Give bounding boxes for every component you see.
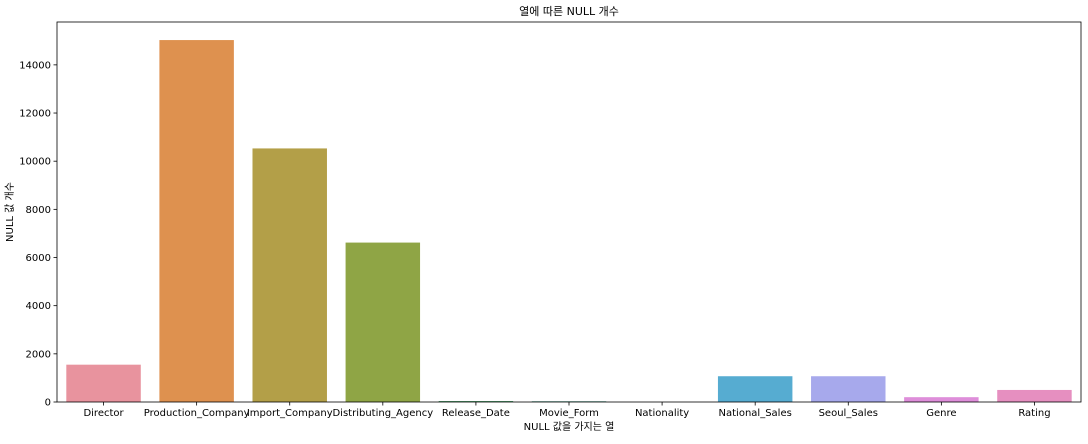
x-tick-label: Seoul_Sales	[819, 408, 878, 419]
bar-import-company	[252, 148, 327, 402]
y-tick-label: 4000	[26, 301, 51, 312]
bars-group	[66, 40, 1072, 402]
y-tick-label: 0	[45, 398, 51, 409]
x-tick-label: Import_Company	[247, 408, 333, 419]
x-tick-label: Rating	[1018, 408, 1050, 419]
x-tick-label: Nationality	[635, 408, 689, 419]
chart-title: 열에 따른 NULL 개수	[519, 5, 619, 18]
x-tick-label: Distributing_Agency	[332, 408, 433, 419]
x-tick-label: Director	[83, 408, 124, 419]
bar-rating	[997, 389, 1072, 402]
x-tick-label: Production_Company	[144, 408, 250, 419]
y-ticks-group: 0 2000 4000 6000 8000 10000 12000 14000	[19, 60, 57, 409]
x-tick-label: Release_Date	[442, 408, 510, 419]
bar-national-sales	[717, 376, 793, 402]
bar-production-company	[159, 40, 234, 402]
bar-genre	[904, 397, 979, 402]
x-axis-label: NULL 값을 가지는 열	[524, 421, 615, 433]
x-tick-label: Genre	[926, 408, 956, 419]
y-tick-label: 8000	[26, 205, 51, 216]
plot-frame	[56, 21, 1082, 403]
bar-seoul-sales	[811, 376, 886, 402]
y-tick-label: 2000	[26, 349, 51, 360]
y-tick-label: 6000	[26, 253, 51, 264]
x-tick-label: National_Sales	[719, 408, 792, 419]
bar-distributing-agency	[345, 242, 421, 402]
bar-director	[66, 364, 141, 402]
y-tick-label: 14000	[19, 60, 51, 71]
x-tick-label: Movie_Form	[539, 408, 599, 419]
y-axis-label: NULL 값 개수	[4, 182, 16, 242]
y-tick-label: 10000	[19, 157, 51, 168]
y-tick-label: 12000	[19, 109, 51, 120]
x-ticks-group: Director Production_CompanyImport_Company…	[83, 402, 1051, 419]
bar-release-date	[438, 401, 514, 402]
